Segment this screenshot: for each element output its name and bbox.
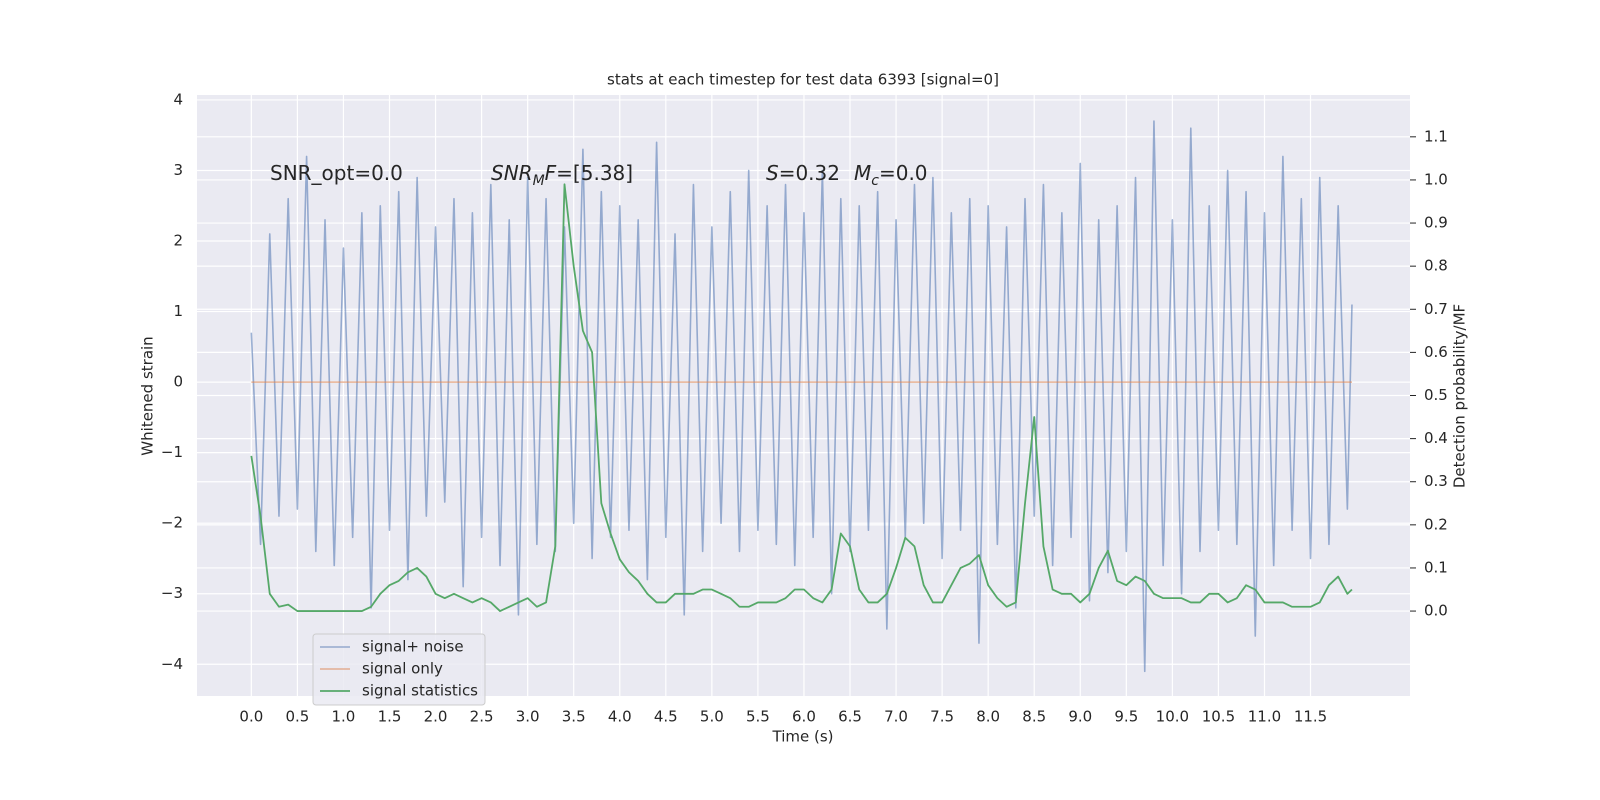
y2-tick-label: 0.7 — [1424, 300, 1448, 318]
annotation-part: c — [871, 173, 879, 189]
x-tick-label: 6.0 — [792, 708, 816, 726]
annotation-part: S — [766, 161, 779, 185]
y2-tick-label: 0.5 — [1424, 386, 1448, 404]
x-tick-label: 0.5 — [285, 708, 309, 726]
y-tick-label: −1 — [161, 443, 183, 461]
y2-axis-label: Detection probability/MF — [1451, 304, 1469, 488]
y2-tick-label: 0.6 — [1424, 343, 1448, 361]
y-tick-label: 0 — [173, 373, 183, 391]
x-tick-label: 1.5 — [378, 708, 402, 726]
annotation: S=0.32 Mc=0.0 — [766, 161, 928, 189]
x-tick-label: 2.5 — [470, 708, 494, 726]
x-tick-label: 4.5 — [654, 708, 678, 726]
x-tick-label: 6.5 — [838, 708, 862, 726]
x-tick-label: 8.0 — [976, 708, 1000, 726]
annotation-part: M — [533, 173, 545, 189]
y2-tick-label: 0.0 — [1424, 602, 1448, 620]
y2-tick-label: 0.1 — [1424, 558, 1448, 576]
y2-tick-label: 1.0 — [1424, 170, 1448, 188]
annotation: SNRMF=[5.38] — [491, 161, 633, 189]
annotation-part: =[5.38] — [556, 161, 633, 185]
x-tick-label: 5.5 — [746, 708, 770, 726]
y2-tick-label: 0.9 — [1424, 214, 1448, 232]
x-tick-label: 7.5 — [930, 708, 954, 726]
annotation-part: M — [854, 161, 871, 185]
x-tick-label: 4.0 — [608, 708, 632, 726]
annotation-part: =0.0 — [879, 161, 928, 185]
y2-tick-label: 0.3 — [1424, 472, 1448, 490]
x-tick-label: 9.0 — [1068, 708, 1092, 726]
x-tick-label: 3.0 — [516, 708, 540, 726]
x-tick-label: 9.5 — [1114, 708, 1138, 726]
y-tick-label: −3 — [161, 584, 183, 602]
x-tick-label: 8.5 — [1022, 708, 1046, 726]
y-tick-label: −4 — [161, 655, 183, 673]
legend-label: signal only — [362, 660, 443, 678]
marks — [250, 120, 1353, 673]
y-tick-label: −2 — [161, 514, 183, 532]
x-tick-label: 10.0 — [1156, 708, 1189, 726]
x-tick-label: 5.0 — [700, 708, 724, 726]
y2-tick-label: 0.8 — [1424, 257, 1448, 275]
annotation-part: SNR — [491, 161, 533, 185]
x-tick-label: 11.5 — [1294, 708, 1327, 726]
annotation-part: SNR_opt=0.0 — [270, 161, 403, 185]
y-tick-label: 2 — [173, 232, 183, 250]
legend: signal+ noise signal only signal statistic… — [312, 633, 486, 706]
annotation-part: F — [545, 161, 557, 185]
overlay: SNR_opt=0.0 SNRMF=[5.38] S=0.32 Mc=0.0signa… — [270, 161, 928, 706]
x-tick-label: 2.0 — [424, 708, 448, 726]
annotation: SNR_opt=0.0 — [270, 161, 403, 185]
legend-label: signal statistics — [362, 682, 478, 700]
y-axis-label: Whitened strain — [139, 336, 157, 455]
y-tick-label: 1 — [173, 302, 183, 320]
legend-box — [312, 633, 486, 706]
y-tick-label: 4 — [173, 90, 183, 108]
annotation-part: =0.32 — [779, 161, 840, 185]
legend-label: signal+ noise — [362, 638, 464, 656]
y2-tick-label: 0.2 — [1424, 515, 1448, 533]
y-tick-label: 3 — [173, 161, 183, 179]
x-tick-label: 7.0 — [884, 708, 908, 726]
x-axis-label: Time (s) — [772, 728, 834, 746]
x-tick-label: 3.5 — [562, 708, 586, 726]
y2-tick-label: 0.4 — [1424, 429, 1448, 447]
y2-tick-label: 1.1 — [1424, 127, 1448, 145]
x-tick-label: 1.0 — [332, 708, 356, 726]
x-tick-label: 10.5 — [1202, 708, 1235, 726]
series-line — [250, 120, 1353, 673]
x-tick-label: 11.0 — [1248, 708, 1281, 726]
x-tick-label: 0.0 — [239, 708, 263, 726]
series-line — [250, 183, 1353, 612]
chart-title: stats at each timestep for test data 639… — [607, 71, 999, 89]
